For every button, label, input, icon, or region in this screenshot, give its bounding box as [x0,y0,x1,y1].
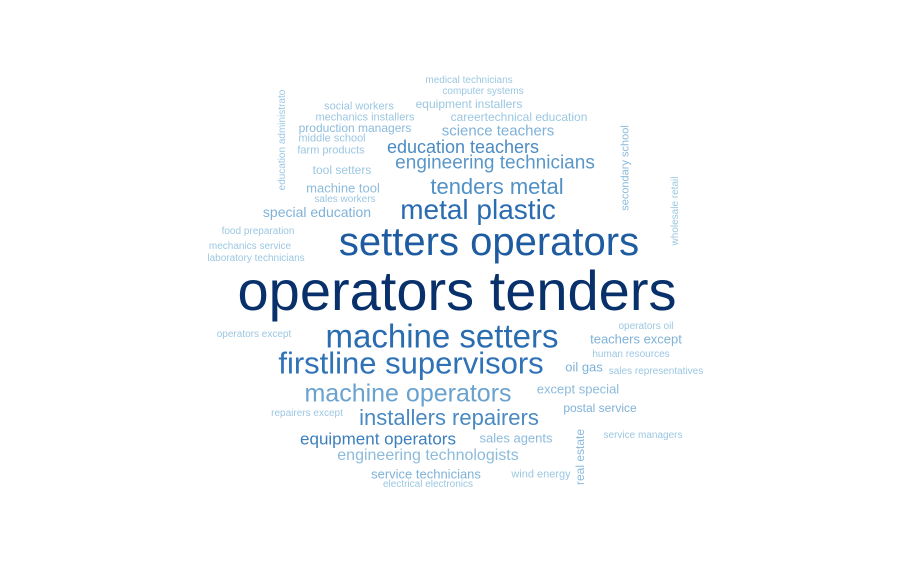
cloud-word: operators oil [618,321,674,332]
cloud-word: food preparation [221,226,295,237]
cloud-word: mechanics installers [315,111,415,124]
cloud-word: social workers [324,100,394,113]
cloud-word: education administrato [277,89,288,191]
cloud-word: sales representatives [608,366,704,377]
cloud-word: equipment installers [415,97,523,111]
cloud-word: tenders metal [430,174,564,199]
cloud-word: installers repairers [359,405,539,430]
cloud-word: human resources [592,349,670,360]
cloud-word: metal plastic [400,194,556,225]
cloud-word: secondary school [619,125,632,211]
cloud-word: medical technicians [425,75,513,86]
cloud-word: electrical electronics [382,479,474,490]
cloud-word: science teachers [441,122,555,140]
cloud-word: machine operators [304,379,512,408]
cloud-word: education teachers [386,137,540,157]
cloud-word: service managers [603,430,683,441]
cloud-word: engineering technicians [395,152,595,174]
cloud-word: wholesale retail [670,176,681,246]
cloud-word: operators except [216,329,292,340]
cloud-word: production managers [298,121,412,135]
cloud-word: equipment operators [300,429,456,449]
cloud-word: teachers except [590,331,682,347]
cloud-word: real estate [573,428,587,486]
cloud-word: wind energy [511,468,571,481]
cloud-word: middle school [298,132,366,145]
cloud-word: engineering technologists [337,447,519,464]
cloud-word: except special [536,381,620,397]
cloud-word: tool setters [312,163,372,177]
cloud-word: machine setters [325,317,559,355]
cloud-word: machine tool [306,180,380,196]
cloud-word: setters operators [338,220,640,264]
cloud-word: firstline supervisors [278,345,544,381]
cloud-word: careertechnical education [450,110,588,124]
cloud-word: repairers except [271,408,343,419]
cloud-word: sales agents [479,430,553,446]
cloud-word: sales workers [314,194,376,205]
cloud-word: farm products [297,144,365,157]
cloud-word: service technicians [371,466,481,482]
cloud-word: computer systems [442,86,524,97]
cloud-word: mechanics service [208,241,292,252]
cloud-word: postal service [563,401,637,415]
cloud-word: oil gas [565,359,603,375]
cloud-word: special education [262,204,372,220]
cloud-word: operators tenders [237,259,677,322]
cloud-word: laboratory technicians [207,253,305,264]
